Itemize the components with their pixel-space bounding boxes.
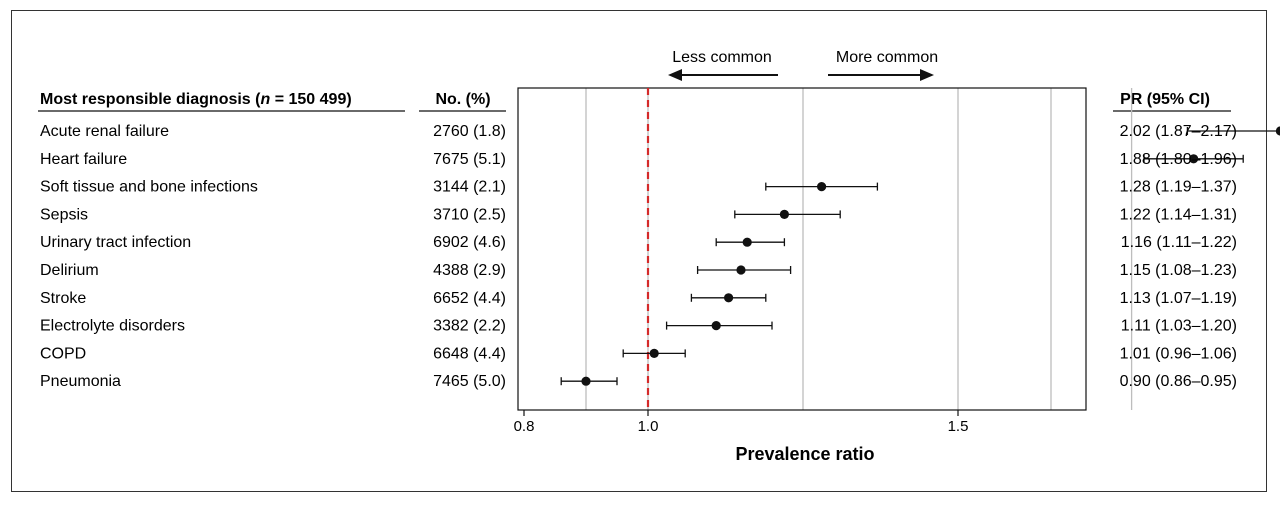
diagnosis-label: COPD	[40, 345, 86, 362]
count-label: 6902 (4.6)	[433, 234, 506, 251]
diagnosis-label: Pneumonia	[40, 373, 121, 390]
more-common-label: More common	[836, 49, 938, 66]
less-common-label: Less common	[672, 49, 772, 66]
point-estimate	[1275, 126, 1280, 136]
diagnosis-label: Urinary tract infection	[40, 234, 191, 251]
x-axis-ticks: 0.8 1.0 1.5	[514, 410, 969, 435]
pr-ci-label: 1.01 (0.96–1.06)	[1120, 345, 1237, 362]
header-diagnosis: Most responsible diagnosis (n = 150 499)	[40, 91, 352, 108]
table-row: Stroke 6652 (4.4) 1.13 (1.07–1.19)	[40, 290, 1237, 307]
count-label: 6652 (4.4)	[433, 290, 506, 307]
forest-row-marks	[696, 265, 792, 275]
count-label: 2760 (1.8)	[433, 123, 506, 140]
pr-ci-label: 1.88 (1.80–1.96)	[1120, 151, 1237, 168]
point-estimate	[581, 376, 591, 386]
point-estimate	[736, 265, 746, 275]
more-common-arrow-icon	[920, 69, 934, 81]
table-rows: Acute renal failure 2760 (1.8) 2.02 (1.87–…	[40, 123, 1237, 390]
x-tick-label: 1.5	[948, 418, 969, 435]
pr-ci-label: 0.90 (0.86–0.95)	[1120, 373, 1237, 390]
header-count: No. (%)	[435, 91, 490, 108]
forest-row-marks	[622, 348, 686, 358]
pr-ci-label: 1.13 (1.07–1.19)	[1120, 290, 1237, 307]
count-label: 7465 (5.0)	[433, 373, 506, 390]
forest-row-marks	[1186, 126, 1280, 136]
point-estimate	[711, 321, 721, 331]
diagnosis-label: Electrolyte disorders	[40, 318, 185, 335]
forest-row-marks	[765, 182, 879, 192]
forest-row-marks	[690, 293, 767, 303]
diagnosis-label: Soft tissue and bone infections	[40, 179, 258, 196]
table-row: COPD 6648 (4.4) 1.01 (0.96–1.06)	[40, 345, 1237, 362]
x-tick-label: 0.8	[514, 418, 535, 435]
pr-ci-label: 1.22 (1.14–1.31)	[1120, 206, 1237, 223]
forest-row-marks	[715, 237, 786, 247]
point-estimate	[1189, 154, 1199, 164]
table-row: Pneumonia 7465 (5.0) 0.90 (0.86–0.95)	[40, 373, 1237, 390]
figure-frame	[11, 10, 1267, 492]
table-row: Sepsis 3710 (2.5) 1.22 (1.14–1.31)	[40, 206, 1237, 223]
table-row: Delirium 4388 (2.9) 1.15 (1.08–1.23)	[40, 262, 1237, 279]
x-tick-label: 1.0	[638, 418, 659, 435]
pr-ci-label: 1.11 (1.03–1.20)	[1121, 318, 1237, 335]
count-label: 7675 (5.1)	[433, 151, 506, 168]
point-estimate	[817, 182, 827, 192]
x-axis-title: Prevalence ratio	[735, 444, 874, 464]
diagnosis-label: Heart failure	[40, 151, 127, 168]
gridlines	[585, 88, 1133, 410]
plot-area	[517, 87, 1087, 411]
count-label: 3710 (2.5)	[433, 206, 506, 223]
diagnosis-label: Delirium	[40, 262, 99, 279]
table-row: Soft tissue and bone infections 3144 (2.1…	[40, 179, 1237, 196]
forest-row-marks	[560, 376, 618, 386]
point-estimate	[779, 209, 790, 219]
table-row: Heart failure 7675 (5.1) 1.88 (1.80–1.96)	[40, 151, 1237, 168]
diagnosis-label: Sepsis	[40, 206, 88, 223]
table-row: Acute renal failure 2760 (1.8) 2.02 (1.87–…	[40, 123, 1237, 140]
less-common-arrow-icon	[668, 69, 682, 81]
plot-marks	[560, 126, 1280, 386]
count-label: 3382 (2.2)	[433, 318, 506, 335]
header-pr: PR (95% CI)	[1120, 91, 1210, 108]
diagnosis-label: Stroke	[40, 290, 86, 307]
forest-row-marks	[734, 209, 841, 219]
forest-row-marks	[665, 321, 773, 331]
point-estimate	[649, 348, 659, 358]
count-label: 3144 (2.1)	[433, 179, 506, 196]
table-row: Electrolyte disorders 3382 (2.2) 1.11 (1.0…	[40, 318, 1237, 335]
point-estimate	[742, 237, 752, 247]
pr-ci-label: 1.15 (1.08–1.23)	[1120, 262, 1237, 279]
pr-ci-label: 2.02 (1.87–2.17)	[1120, 123, 1237, 140]
diagnosis-label: Acute renal failure	[40, 123, 169, 140]
point-estimate	[724, 293, 734, 303]
table-row: Urinary tract infection 6902 (4.6) 1.16 (1…	[40, 234, 1237, 251]
pr-ci-label: 1.16 (1.11–1.22)	[1121, 234, 1237, 251]
count-label: 6648 (4.4)	[433, 345, 506, 362]
pr-ci-label: 1.28 (1.19–1.37)	[1120, 179, 1237, 196]
count-label: 4388 (2.9)	[433, 262, 506, 279]
forest-row-marks	[1143, 154, 1244, 164]
